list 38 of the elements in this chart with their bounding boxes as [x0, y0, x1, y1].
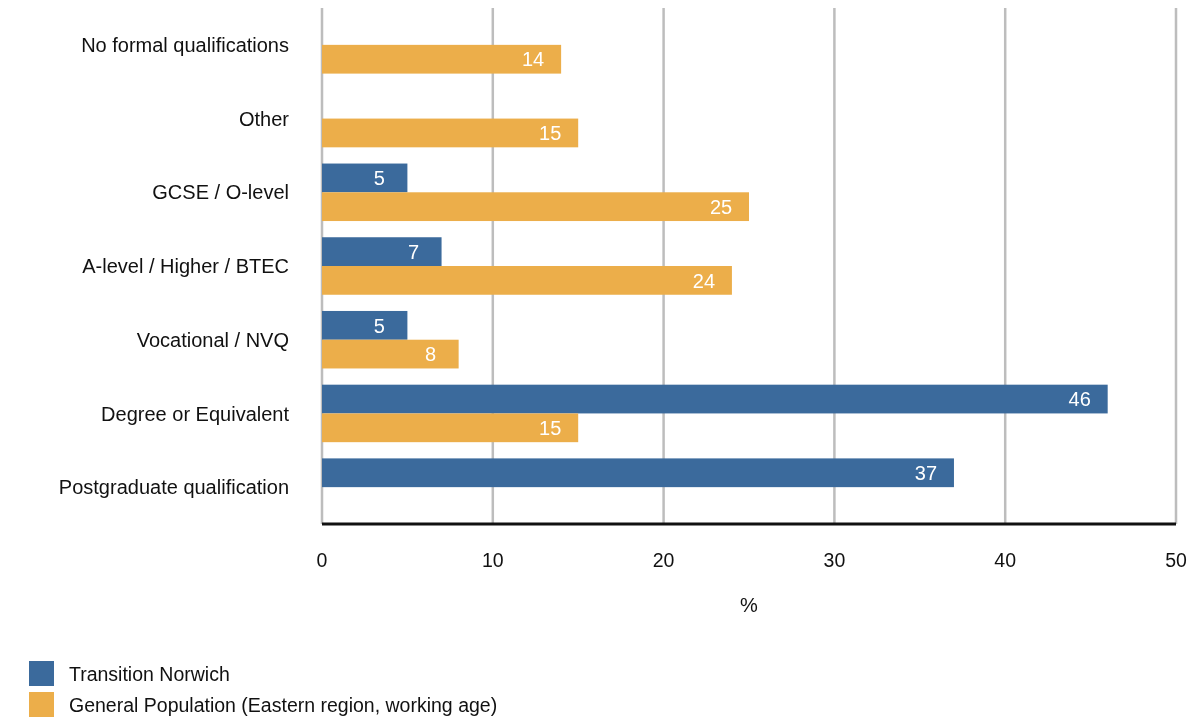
- bar: [322, 118, 579, 148]
- data-label: 15: [539, 417, 562, 439]
- y-tick-label: A-level / Higher / BTEC: [82, 255, 289, 278]
- x-axis-title: %: [740, 594, 759, 617]
- x-tick-label: 50: [1165, 549, 1187, 572]
- y-tick-label: Vocational / NVQ: [136, 328, 289, 351]
- data-label: 24: [692, 269, 716, 292]
- y-tick-label: Other: [238, 107, 290, 130]
- y-tick-label: GCSE / O-level: [152, 181, 289, 204]
- data-label: 5: [373, 167, 385, 190]
- bar: [322, 266, 732, 295]
- data-label: 15: [539, 122, 562, 145]
- bar: [322, 384, 1108, 414]
- bar: [322, 192, 749, 222]
- data-label: 5: [373, 314, 385, 337]
- data-label: 7: [408, 240, 420, 263]
- y-tick-label: No formal qualifications: [81, 34, 289, 57]
- bar: [322, 237, 442, 266]
- x-tick-label: 0: [316, 549, 328, 572]
- x-tick-label: 30: [823, 549, 846, 572]
- data-label: 46: [1068, 388, 1091, 411]
- data-label: 8: [425, 343, 437, 366]
- legend-label: Transition Norwich: [69, 662, 230, 685]
- x-tick-label: 20: [652, 549, 675, 572]
- bar: [322, 310, 408, 340]
- bar: [322, 163, 408, 193]
- data-label: 37: [914, 461, 938, 484]
- data-label: 25: [709, 195, 733, 218]
- x-tick-label: 40: [994, 549, 1017, 572]
- y-tick-label: Degree or Equivalent: [101, 402, 290, 425]
- bar: [322, 458, 954, 488]
- bar: [322, 44, 562, 74]
- legend-label: General Population (Eastern region, working age): [69, 693, 498, 716]
- bar: [322, 339, 459, 369]
- data-label: 14: [521, 48, 545, 71]
- bar: [322, 413, 579, 443]
- x-tick-label: 10: [481, 549, 504, 572]
- y-tick-label: Postgraduate qualification: [58, 476, 289, 499]
